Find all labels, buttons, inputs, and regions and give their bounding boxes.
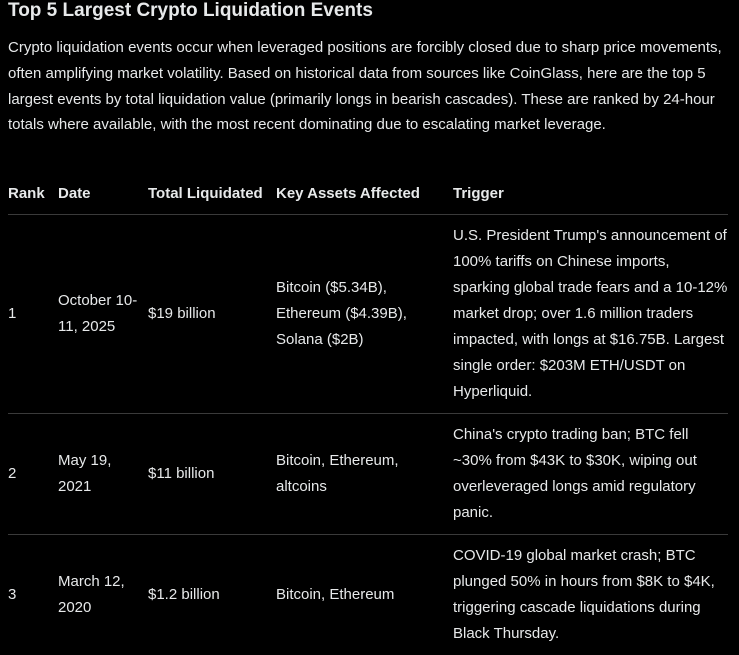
table-row: 3 March 12, 2020 $1.2 billion Bitcoin, E… [8, 535, 728, 655]
cell-total: $1.2 billion [148, 535, 276, 655]
cell-assets: Bitcoin, Ethereum [276, 535, 453, 655]
cell-rank: 2 [8, 414, 58, 535]
table-row: 2 May 19, 2021 $11 billion Bitcoin, Ethe… [8, 414, 728, 535]
cell-trigger: China's crypto trading ban; BTC fell ~30… [453, 414, 728, 535]
section-title: Top 5 Largest Crypto Liquidation Events [8, 0, 373, 23]
cell-trigger: U.S. President Trump's announcement of 1… [453, 215, 728, 414]
cell-total: $19 billion [148, 215, 276, 414]
header-date: Date [58, 172, 148, 215]
liquidation-events-table: Rank Date Total Liquidated Key Assets Af… [8, 172, 728, 655]
header-rank: Rank [8, 172, 58, 215]
cell-total: $11 billion [148, 414, 276, 535]
cell-assets: Bitcoin, Ethereum, altcoins [276, 414, 453, 535]
header-assets: Key Assets Affected [276, 172, 453, 215]
header-trigger: Trigger [453, 172, 728, 215]
cell-date: March 12, 2020 [58, 535, 148, 655]
cell-date: May 19, 2021 [58, 414, 148, 535]
cell-date: October 10-11, 2025 [58, 215, 148, 414]
cell-rank: 3 [8, 535, 58, 655]
table-header-row: Rank Date Total Liquidated Key Assets Af… [8, 172, 728, 215]
cell-assets: Bitcoin ($5.34B), Ethereum ($4.39B), Sol… [276, 215, 453, 414]
cell-rank: 1 [8, 215, 58, 414]
header-total: Total Liquidated [148, 172, 276, 215]
intro-paragraph: Crypto liquidation events occur when lev… [8, 35, 728, 138]
table-row: 1 October 10-11, 2025 $19 billion Bitcoi… [8, 215, 728, 414]
cell-trigger: COVID-19 global market crash; BTC plunge… [453, 535, 728, 655]
